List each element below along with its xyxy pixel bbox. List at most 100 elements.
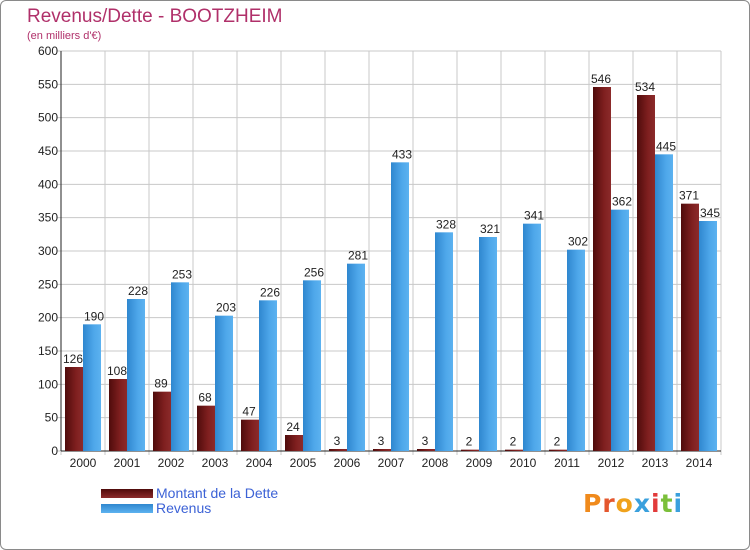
debt-bar	[65, 367, 83, 451]
y-tick-label: 250	[38, 277, 58, 291]
debt-value-label: 546	[591, 72, 611, 86]
revenue-value-label: 302	[568, 235, 588, 249]
y-tick-label: 300	[38, 244, 58, 258]
chart-subtitle: (en milliers d'€)	[27, 30, 102, 42]
revenue-value-label: 228	[128, 284, 148, 298]
revenue-bar	[127, 299, 145, 451]
revenue-bar	[435, 232, 453, 451]
y-tick-label: 100	[38, 377, 58, 391]
debt-value-label: 126	[63, 352, 83, 366]
revenue-value-label: 203	[216, 301, 236, 315]
debt-bar	[153, 391, 171, 451]
revenue-bar	[655, 154, 673, 452]
debt-bar	[417, 449, 435, 451]
logo-letter: P	[583, 489, 603, 518]
debt-bar	[285, 435, 303, 451]
revenue-bar	[391, 162, 409, 452]
debt-value-label: 89	[154, 377, 168, 391]
y-tick-label: 550	[38, 77, 58, 91]
revenue-value-label: 321	[480, 222, 500, 236]
x-tick-label: 2014	[686, 456, 713, 470]
revenue-value-label: 341	[524, 209, 544, 223]
legend-swatch-debt	[101, 489, 153, 498]
y-tick-label: 600	[38, 44, 58, 58]
x-tick-label: 2000	[70, 456, 97, 470]
x-tick-label: 2008	[422, 456, 449, 470]
x-tick-label: 2011	[554, 456, 580, 470]
revenue-bar	[171, 282, 189, 451]
y-tick-label: 200	[38, 311, 58, 325]
x-tick-label: 2006	[334, 456, 361, 470]
debt-value-label: 2	[554, 435, 561, 449]
revenue-value-label: 328	[436, 217, 456, 231]
revenue-value-label: 433	[392, 147, 412, 161]
debt-value-label: 108	[107, 364, 127, 378]
debt-value-label: 371	[679, 189, 699, 203]
y-tick-label: 500	[38, 111, 58, 125]
logo-letter: i	[651, 489, 661, 518]
debt-value-label: 47	[242, 405, 256, 419]
logo-letter: i	[673, 489, 684, 518]
revenue-bar	[83, 324, 101, 451]
debt-value-label: 3	[422, 434, 429, 448]
logo-letter: o	[615, 489, 634, 518]
debt-bar	[593, 87, 611, 451]
revenue-value-label: 226	[260, 285, 280, 299]
debt-value-label: 68	[198, 391, 212, 405]
debt-bar	[637, 95, 655, 451]
x-tick-label: 2003	[202, 456, 229, 470]
revenue-bar	[259, 300, 277, 451]
debt-value-label: 534	[635, 80, 655, 94]
revenue-bar	[303, 280, 321, 451]
y-tick-label: 50	[45, 411, 59, 425]
revenue-bar	[523, 223, 541, 451]
debt-bar	[197, 405, 215, 451]
revenue-value-label: 253	[172, 267, 192, 281]
revenue-value-label: 445	[656, 139, 676, 153]
legend-label-debt: Montant de la Dette	[156, 485, 279, 501]
debt-value-label: 2	[466, 435, 473, 449]
x-tick-label: 2010	[510, 456, 537, 470]
x-tick-label: 2007	[378, 456, 405, 470]
debt-value-label: 3	[334, 434, 341, 448]
revenue-bar	[215, 315, 233, 451]
y-tick-label: 0	[51, 444, 58, 458]
logo-letter: r	[602, 489, 616, 518]
proxiti-logo: Proxiti	[583, 489, 683, 518]
debt-bar	[109, 379, 127, 451]
debt-bar	[681, 203, 699, 451]
y-tick-label: 350	[38, 211, 58, 225]
x-tick-label: 2004	[246, 456, 273, 470]
revenue-value-label: 281	[348, 249, 368, 263]
logo-letter: x	[633, 489, 651, 518]
debt-value-label: 3	[378, 434, 385, 448]
debt-bar	[373, 449, 391, 451]
revenue-value-label: 256	[304, 265, 324, 279]
debt-bar	[505, 449, 523, 451]
revenue-value-label: 190	[84, 309, 104, 323]
debt-bar	[461, 449, 479, 451]
debt-value-label: 2	[510, 435, 517, 449]
debt-bar	[549, 449, 567, 451]
x-tick-label: 2009	[466, 456, 493, 470]
x-tick-label: 2002	[158, 456, 185, 470]
x-tick-label: 2012	[598, 456, 625, 470]
chart-title: Revenus/Dette - BOOTZHEIM	[27, 6, 283, 27]
revenue-bar	[347, 263, 365, 451]
debt-bar	[329, 449, 347, 451]
y-tick-label: 150	[38, 344, 58, 358]
logo-letter: t	[660, 489, 674, 518]
revenue-value-label: 362	[612, 195, 632, 209]
revenue-bar	[611, 209, 629, 451]
x-tick-label: 2001	[114, 456, 141, 470]
revenue-bar	[699, 221, 717, 451]
legend-swatch-revenue	[101, 504, 153, 513]
x-tick-label: 2013	[642, 456, 669, 470]
y-tick-label: 450	[38, 144, 58, 158]
legend-label-revenue: Revenus	[156, 500, 212, 516]
revenue-value-label: 345	[700, 206, 720, 220]
x-tick-label: 2005	[290, 456, 317, 470]
revenue-bar	[567, 249, 585, 451]
y-tick-label: 400	[38, 177, 58, 191]
